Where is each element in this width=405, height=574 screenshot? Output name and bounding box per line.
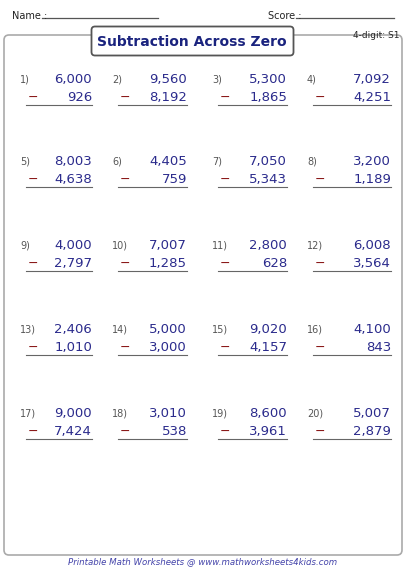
- Text: 8,003: 8,003: [54, 155, 92, 168]
- Text: 4): 4): [306, 74, 316, 84]
- Text: 4,157: 4,157: [248, 341, 286, 354]
- Text: 628: 628: [261, 257, 286, 270]
- Text: 4,100: 4,100: [352, 323, 390, 336]
- Text: 7,050: 7,050: [249, 155, 286, 168]
- Text: 1,285: 1,285: [149, 257, 187, 270]
- Text: 4,405: 4,405: [149, 155, 187, 168]
- Text: 8,600: 8,600: [249, 407, 286, 420]
- Text: −: −: [220, 91, 230, 104]
- Text: −: −: [220, 257, 230, 270]
- Text: 2): 2): [112, 74, 122, 84]
- Text: 1,189: 1,189: [352, 173, 390, 186]
- Text: 1,865: 1,865: [249, 91, 286, 104]
- Text: 926: 926: [66, 91, 92, 104]
- Text: 2,879: 2,879: [352, 425, 390, 438]
- Text: 16): 16): [306, 324, 322, 334]
- Text: −: −: [220, 341, 230, 354]
- Text: 10): 10): [112, 240, 128, 250]
- Text: 17): 17): [20, 408, 36, 418]
- Text: Printable Math Worksheets @ www.mathworksheets4kids.com: Printable Math Worksheets @ www.mathwork…: [68, 557, 337, 567]
- Text: 6): 6): [112, 156, 122, 166]
- Text: 4,638: 4,638: [54, 173, 92, 186]
- Text: −: −: [120, 341, 130, 354]
- Text: −: −: [28, 91, 38, 104]
- Text: 9,000: 9,000: [54, 407, 92, 420]
- Text: −: −: [314, 341, 325, 354]
- Text: 7,424: 7,424: [54, 425, 92, 438]
- Text: 5,300: 5,300: [249, 73, 286, 86]
- Text: 4,000: 4,000: [54, 239, 92, 252]
- Text: 9,560: 9,560: [149, 73, 187, 86]
- Text: 4,251: 4,251: [352, 91, 390, 104]
- Text: 7,007: 7,007: [149, 239, 187, 252]
- Text: 14): 14): [112, 324, 128, 334]
- Text: 5,007: 5,007: [352, 407, 390, 420]
- Text: −: −: [220, 173, 230, 186]
- Text: −: −: [220, 425, 230, 438]
- Text: 538: 538: [161, 425, 187, 438]
- Text: 2,406: 2,406: [54, 323, 92, 336]
- Text: 8,192: 8,192: [149, 91, 187, 104]
- Text: 2,800: 2,800: [249, 239, 286, 252]
- Text: 3,961: 3,961: [249, 425, 286, 438]
- Text: 1): 1): [20, 74, 30, 84]
- Text: −: −: [314, 425, 325, 438]
- Text: 5,000: 5,000: [149, 323, 187, 336]
- Text: 11): 11): [211, 240, 228, 250]
- Text: 1,010: 1,010: [54, 341, 92, 354]
- Text: 6,000: 6,000: [54, 73, 92, 86]
- Text: −: −: [314, 91, 325, 104]
- Text: 3,000: 3,000: [149, 341, 187, 354]
- Text: 759: 759: [161, 173, 187, 186]
- FancyBboxPatch shape: [4, 35, 401, 555]
- Text: 9): 9): [20, 240, 30, 250]
- Text: Subtraction Across Zero: Subtraction Across Zero: [97, 34, 286, 48]
- Text: 20): 20): [306, 408, 322, 418]
- Text: 19): 19): [211, 408, 228, 418]
- Text: 843: 843: [365, 341, 390, 354]
- Text: −: −: [120, 173, 130, 186]
- Text: 4-digit: S1: 4-digit: S1: [352, 32, 399, 41]
- Text: 18): 18): [112, 408, 128, 418]
- Text: 3): 3): [211, 74, 221, 84]
- Text: −: −: [120, 425, 130, 438]
- Text: −: −: [314, 257, 325, 270]
- Text: 5): 5): [20, 156, 30, 166]
- FancyBboxPatch shape: [91, 26, 293, 56]
- Text: Score :: Score :: [267, 11, 301, 21]
- Text: −: −: [28, 425, 38, 438]
- Text: −: −: [28, 173, 38, 186]
- Text: 5,343: 5,343: [248, 173, 286, 186]
- Text: 12): 12): [306, 240, 322, 250]
- Text: −: −: [120, 91, 130, 104]
- Text: Name :: Name :: [12, 11, 47, 21]
- Text: 8): 8): [306, 156, 316, 166]
- Text: 9,020: 9,020: [249, 323, 286, 336]
- Text: −: −: [314, 173, 325, 186]
- Text: 3,200: 3,200: [352, 155, 390, 168]
- Text: −: −: [28, 341, 38, 354]
- Text: 3,564: 3,564: [352, 257, 390, 270]
- Text: 6,008: 6,008: [352, 239, 390, 252]
- Text: 15): 15): [211, 324, 228, 334]
- Text: 7): 7): [211, 156, 222, 166]
- Text: 2,797: 2,797: [54, 257, 92, 270]
- Text: −: −: [120, 257, 130, 270]
- Text: 13): 13): [20, 324, 36, 334]
- Text: 7,092: 7,092: [352, 73, 390, 86]
- Text: 3,010: 3,010: [149, 407, 187, 420]
- Text: −: −: [28, 257, 38, 270]
